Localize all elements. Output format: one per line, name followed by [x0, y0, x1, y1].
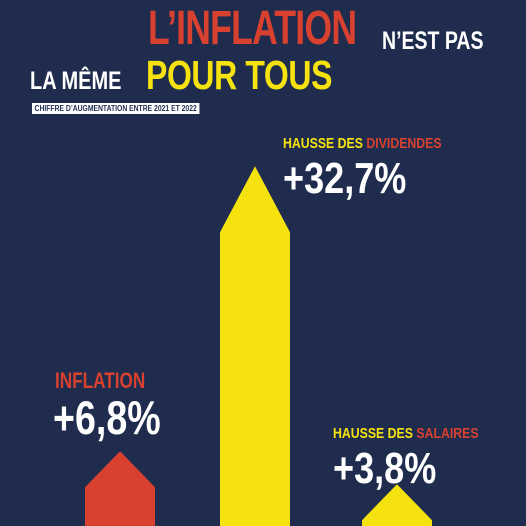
value-label-inflation: +6,8% — [53, 391, 161, 444]
value-label-salaires: +3,8% — [333, 444, 437, 493]
category-highlight: DIVIDENDES — [366, 135, 442, 152]
category-label-inflation: INFLATION — [55, 370, 145, 392]
category-highlight: INFLATION — [55, 368, 146, 393]
bar-salaires — [362, 484, 432, 526]
bar-dividendes — [220, 166, 290, 526]
value-label-dividendes: +32,7% — [283, 154, 407, 203]
title-line1: L’INFLATION — [148, 4, 429, 54]
subtitle: CHIFFRE D’AUGMENTATION ENTRE 2021 ET 202… — [32, 103, 200, 114]
title-highlight-pour-tous: POUR TOUS — [146, 52, 333, 98]
category-prefix: HAUSSE DES — [283, 135, 367, 152]
category-prefix: HAUSSE DES — [333, 425, 417, 442]
title-la-meme: LA MÊME — [30, 67, 122, 95]
title-highlight-inflation: L’INFLATION — [148, 2, 357, 55]
category-label-salaires: HAUSSE DES SALAIRES — [333, 426, 479, 442]
category-highlight: SALAIRES — [416, 425, 479, 442]
category-label-dividendes: HAUSSE DES DIVIDENDES — [283, 136, 442, 152]
title-nest-pas: N’EST PAS — [382, 27, 484, 55]
bar-inflation — [85, 451, 155, 526]
